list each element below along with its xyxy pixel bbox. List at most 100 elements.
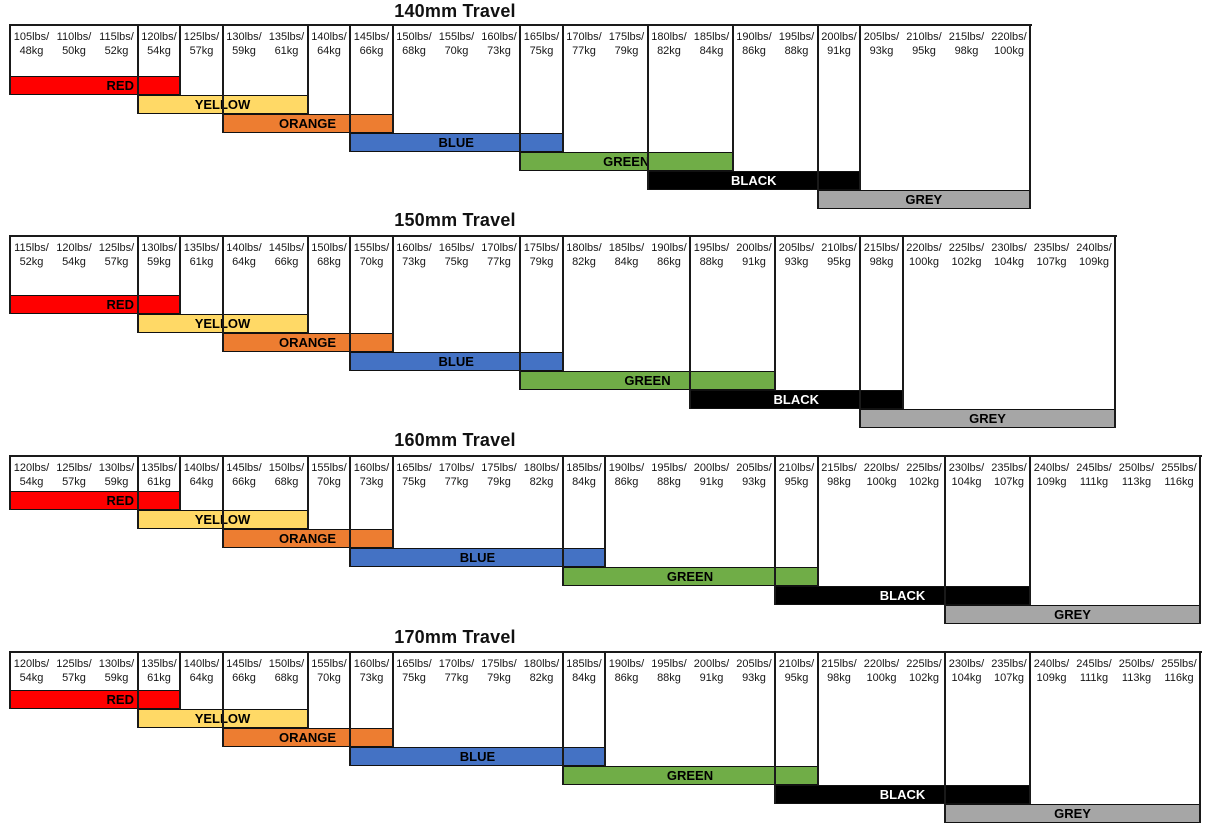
weight-label: 195lbs/88kg xyxy=(648,462,691,489)
weight-kg: 107kg xyxy=(994,475,1024,488)
grid-line-vertical xyxy=(136,651,139,728)
weight-label: 240lbs/109kg xyxy=(1030,658,1073,685)
grid-line-vertical xyxy=(136,24,139,114)
grid-line-vertical xyxy=(774,455,776,605)
weight-lbs: 120lbs/ xyxy=(141,31,177,43)
bar-label: GREEN xyxy=(624,372,671,388)
weight-kg: 104kg xyxy=(951,671,982,684)
weight-kg: 66kg xyxy=(274,255,299,268)
weight-label: 190lbs/86kg xyxy=(733,31,776,58)
weight-kg: 111kg xyxy=(1079,671,1109,684)
orange-bar: ORANGE xyxy=(222,333,393,352)
weight-kg: 82kg xyxy=(529,475,554,488)
grid-line-vertical xyxy=(349,24,351,152)
grid-line-vertical xyxy=(646,24,649,190)
weight-label: 255lbs/116kg xyxy=(1158,658,1201,685)
weight-label: 120lbs/54kg xyxy=(10,462,53,489)
weight-label: 160lbs/73kg xyxy=(350,462,393,489)
weight-lbs: 160lbs/ xyxy=(396,242,432,254)
weight-kg: 93kg xyxy=(869,44,894,57)
weight-label: 135lbs/61kg xyxy=(138,658,181,685)
weight-kg: 109kg xyxy=(1036,475,1067,488)
weight-lbs: 120lbs/ xyxy=(56,242,92,254)
weight-kg: 66kg xyxy=(359,44,384,57)
weight-label: 220lbs/100kg xyxy=(988,31,1031,58)
weight-lbs: 135lbs/ xyxy=(141,462,177,474)
weight-kg: 68kg xyxy=(317,255,341,268)
weight-kg: 93kg xyxy=(742,475,766,488)
bar-label: RED xyxy=(106,77,134,93)
weight-lbs: 240lbs/ xyxy=(1033,462,1070,474)
weight-label: 155lbs/70kg xyxy=(308,658,351,685)
weight-label: 195lbs/88kg xyxy=(690,242,733,269)
grid-line-vertical xyxy=(221,455,224,548)
weight-kg: 116kg xyxy=(1164,671,1194,684)
bar-label: GREY xyxy=(1054,805,1091,821)
weight-lbs: 150lbs/ xyxy=(396,31,432,43)
weight-label: 205lbs/93kg xyxy=(775,242,818,269)
weight-lbs: 230lbs/ xyxy=(948,462,985,474)
weight-kg: 93kg xyxy=(784,255,809,268)
weight-kg: 86kg xyxy=(742,44,766,57)
grid-line-vertical xyxy=(731,24,734,171)
weight-kg: 57kg xyxy=(62,671,86,684)
weight-label: 245lbs/111kg xyxy=(1073,462,1116,489)
weight-lbs: 170lbs/ xyxy=(566,31,602,43)
weight-kg: 61kg xyxy=(189,255,214,268)
grid-line-vertical xyxy=(1199,455,1201,624)
weight-kg: 70kg xyxy=(359,255,384,268)
weight-kg: 73kg xyxy=(402,255,426,268)
weight-lbs: 115lbs/ xyxy=(14,242,49,254)
weight-lbs: 120lbs/ xyxy=(13,462,50,474)
weight-kg: 59kg xyxy=(147,255,171,268)
weight-lbs: 250lbs/ xyxy=(1118,658,1155,670)
weight-kg: 113kg xyxy=(1121,475,1152,488)
weight-kg: 73kg xyxy=(359,671,384,684)
weight-label: 250lbs/113kg xyxy=(1115,462,1158,489)
weight-lbs: 250lbs/ xyxy=(1118,462,1155,474)
grid-line-vertical xyxy=(561,651,564,785)
weight-label: 215lbs/98kg xyxy=(818,462,861,489)
weight-lbs: 150lbs/ xyxy=(268,462,305,474)
weight-label: 175lbs/79kg xyxy=(478,462,521,489)
bar-label: BLUE xyxy=(438,134,474,150)
weight-kg: 52kg xyxy=(104,44,129,57)
weight-label: 130lbs/59kg xyxy=(138,242,181,269)
black-bar: BLACK xyxy=(690,390,903,409)
weight-lbs: 155lbs/ xyxy=(438,31,475,43)
chart-title: 170mm Travel xyxy=(394,627,516,647)
table-top-border xyxy=(10,235,1117,237)
weight-kg: 93kg xyxy=(742,671,766,684)
grid-line-vertical xyxy=(391,24,394,133)
weight-kg: 82kg xyxy=(657,44,681,57)
bar-label: ORANGE xyxy=(278,729,337,745)
weight-label: 160lbs/73kg xyxy=(393,242,436,269)
weight-lbs: 200lbs/ xyxy=(693,462,730,474)
grid-line-vertical xyxy=(221,24,224,133)
weight-label: 185lbs/84kg xyxy=(690,31,733,58)
weight-label: 175lbs/79kg xyxy=(605,31,648,58)
weight-label: 165lbs/75kg xyxy=(435,242,478,269)
weight-kg: 91kg xyxy=(827,44,851,57)
weight-lbs: 165lbs/ xyxy=(523,31,560,43)
weight-kg: 111kg xyxy=(1079,475,1109,488)
weight-lbs: 245lbs/ xyxy=(1076,658,1112,670)
weight-label: 145lbs/66kg xyxy=(265,242,308,269)
weight-lbs: 190lbs/ xyxy=(736,31,772,43)
weight-lbs: 140lbs/ xyxy=(226,242,262,254)
weight-lbs: 120lbs/ xyxy=(13,658,50,670)
weight-lbs: 220lbs/ xyxy=(863,658,900,670)
weight-label: 205lbs/93kg xyxy=(733,658,776,685)
grid-line-vertical xyxy=(306,235,309,333)
orange-bar: ORANGE xyxy=(222,728,393,747)
bar-label: ORANGE xyxy=(278,334,337,350)
weight-label: 150lbs/68kg xyxy=(265,658,308,685)
weight-kg: 68kg xyxy=(274,671,299,684)
weight-label: 130lbs/59kg xyxy=(95,462,138,489)
weight-label: 240lbs/109kg xyxy=(1030,462,1073,489)
weight-kg: 91kg xyxy=(699,671,724,684)
weight-kg: 54kg xyxy=(147,44,171,57)
weight-lbs: 205lbs/ xyxy=(736,658,772,670)
weight-label: 165lbs/75kg xyxy=(393,658,436,685)
weight-lbs: 180lbs/ xyxy=(566,242,602,254)
